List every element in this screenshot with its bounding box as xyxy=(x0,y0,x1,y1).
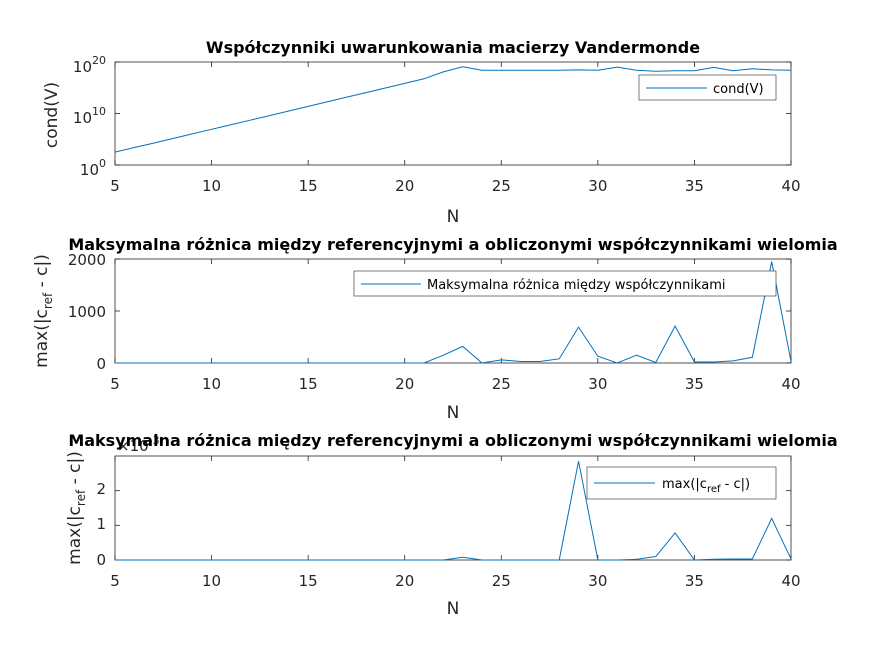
legend-label: Maksymalna różnica między współczynnikam… xyxy=(427,278,725,293)
x-tick-label: 25 xyxy=(492,375,511,393)
subplot-3-legend: max(|cref - c|) xyxy=(586,466,777,500)
y-tick-label-2000: 2000 xyxy=(68,251,106,269)
subplot-2: Maksymalna różnica między referencyjnymi… xyxy=(32,235,838,423)
subplot-2-ticks xyxy=(114,258,792,364)
y-tick-label-1e20: 1020 xyxy=(73,54,106,76)
subplot-1-title: Współczynniki uwarunkowania macierzy Van… xyxy=(206,38,700,57)
subplot-2-x-tick-labels: 5 10 15 20 25 30 35 40 xyxy=(110,375,800,393)
x-tick-label: 5 xyxy=(110,177,120,195)
subplot-1-x-axis-label: N xyxy=(447,207,460,227)
x-tick-label: 40 xyxy=(781,375,800,393)
x-tick-label: 40 xyxy=(781,177,800,195)
x-tick-label: 25 xyxy=(492,572,511,590)
subplot-2-x-axis-label: N xyxy=(447,403,460,423)
subplot-1: Współczynniki uwarunkowania macierzy Van… xyxy=(42,38,801,227)
x-tick-label: 10 xyxy=(202,177,221,195)
x-tick-label: 35 xyxy=(685,177,704,195)
subplot-1-ticks xyxy=(114,61,792,166)
x-tick-label: 20 xyxy=(395,177,414,195)
x-tick-label: 20 xyxy=(395,375,414,393)
subplot-3-x-tick-labels: 5 10 15 20 25 30 35 40 xyxy=(110,572,800,590)
subplot-1-y-tick-labels: 100 1010 1020 xyxy=(73,54,106,179)
x-tick-label: 25 xyxy=(492,177,511,195)
subplot-2-legend: Maksymalna różnica między współczynnikam… xyxy=(353,270,777,297)
x-tick-label: 15 xyxy=(299,375,318,393)
x-tick-label: 10 xyxy=(202,375,221,393)
y-tick-label-1e10: 1010 xyxy=(73,105,106,127)
subplot-2-series-line xyxy=(115,261,792,364)
x-tick-label: 20 xyxy=(395,572,414,590)
subplot-1-legend: cond(V) xyxy=(638,74,777,101)
legend-label: cond(V) xyxy=(713,82,764,97)
x-tick-label: 5 xyxy=(110,572,120,590)
subplot-1-y-axis-label: cond(V) xyxy=(42,82,62,148)
y-tick-label-0: 0 xyxy=(96,551,106,569)
y-tick-label-0: 0 xyxy=(96,355,106,373)
subplot-3-x-axis-label: N xyxy=(447,599,460,619)
subplot-3-y-axis-label: max(|cref - c|) xyxy=(65,451,88,565)
subplot-1-x-tick-labels: 5 10 15 20 25 30 35 40 xyxy=(110,177,800,195)
x-tick-label: 40 xyxy=(781,572,800,590)
y-tick-label-1e0: 100 xyxy=(80,157,106,179)
subplot-2-y-tick-labels: 0 1000 2000 xyxy=(68,251,106,373)
subplot-2-y-axis-label: max(|cref - c|) xyxy=(32,254,55,368)
x-tick-label: 15 xyxy=(299,572,318,590)
y-tick-label-1: 1 xyxy=(96,515,106,533)
subplot-3: ×10-3 Maksymalna różnica między referenc… xyxy=(65,431,838,619)
x-tick-label: 30 xyxy=(588,375,607,393)
subplot-3-y-tick-labels: 0 1 2 xyxy=(96,480,106,569)
x-tick-label: 30 xyxy=(588,572,607,590)
x-tick-label: 35 xyxy=(685,375,704,393)
subplot-3-scale-label: ×10-3 xyxy=(117,434,160,455)
subplot-3-ticks xyxy=(114,456,792,561)
subplot-3-series-line xyxy=(115,461,792,561)
subplot-1-series-line xyxy=(114,66,792,153)
legend-box xyxy=(638,74,777,101)
subplot-3-title: Maksymalna różnica między referencyjnymi… xyxy=(68,431,837,450)
x-tick-label: 35 xyxy=(685,572,704,590)
x-tick-label: 5 xyxy=(110,375,120,393)
legend-label: max(|cref - c|) xyxy=(662,477,750,495)
subplot-2-title: Maksymalna różnica między referencyjnymi… xyxy=(68,235,837,254)
x-tick-label: 30 xyxy=(588,177,607,195)
y-tick-label-2: 2 xyxy=(96,480,106,498)
legend-box xyxy=(353,270,777,297)
x-tick-label: 15 xyxy=(299,177,318,195)
x-tick-label: 10 xyxy=(202,572,221,590)
y-tick-label-1000: 1000 xyxy=(68,303,106,321)
